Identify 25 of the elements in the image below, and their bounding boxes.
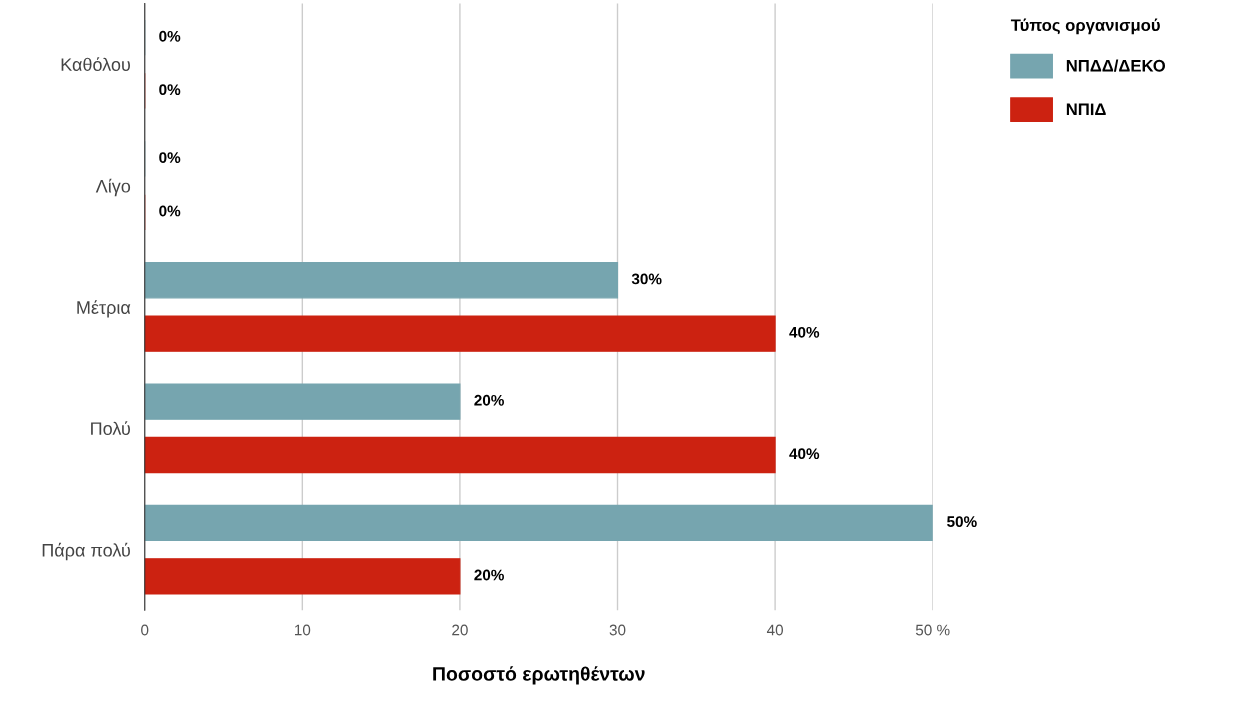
legend-label: ΝΠΔΔ/ΔΕΚΟ (1066, 59, 1166, 72)
data-label: 0% (159, 30, 181, 42)
data-label: 40% (789, 326, 820, 338)
data-label: 30% (631, 273, 662, 285)
data-label: 40% (789, 448, 820, 460)
x-tick-label: 30 (609, 624, 626, 636)
legend-label: ΝΠΙΔ (1066, 103, 1106, 116)
x-axis-title: Ποσοστό ερωτηθέντων (433, 666, 645, 685)
x-tick-label: 40 (766, 624, 783, 636)
data-label: 50% (947, 516, 977, 528)
data-label: 20% (474, 394, 504, 406)
data-label: 0% (159, 152, 181, 164)
x-tick-label: 10 (294, 624, 311, 636)
legend-title: Τύπος οργανισμού (1010, 18, 1160, 35)
y-tick-label: Μέτρια (77, 300, 131, 318)
data-label: 0% (159, 205, 181, 217)
y-tick-label: Πάρα πολύ (42, 542, 130, 561)
x-tick-label: 20 (452, 624, 468, 636)
x-tick-label: 0 (141, 624, 149, 636)
data-label: 0% (159, 84, 181, 96)
x-tick-label: 50 % (915, 624, 950, 636)
y-tick-label: Λίγο (95, 178, 131, 197)
y-tick-label: Πολύ (91, 421, 130, 436)
data-label: 20% (474, 569, 504, 581)
y-tick-label: Καθόλου (61, 57, 130, 71)
